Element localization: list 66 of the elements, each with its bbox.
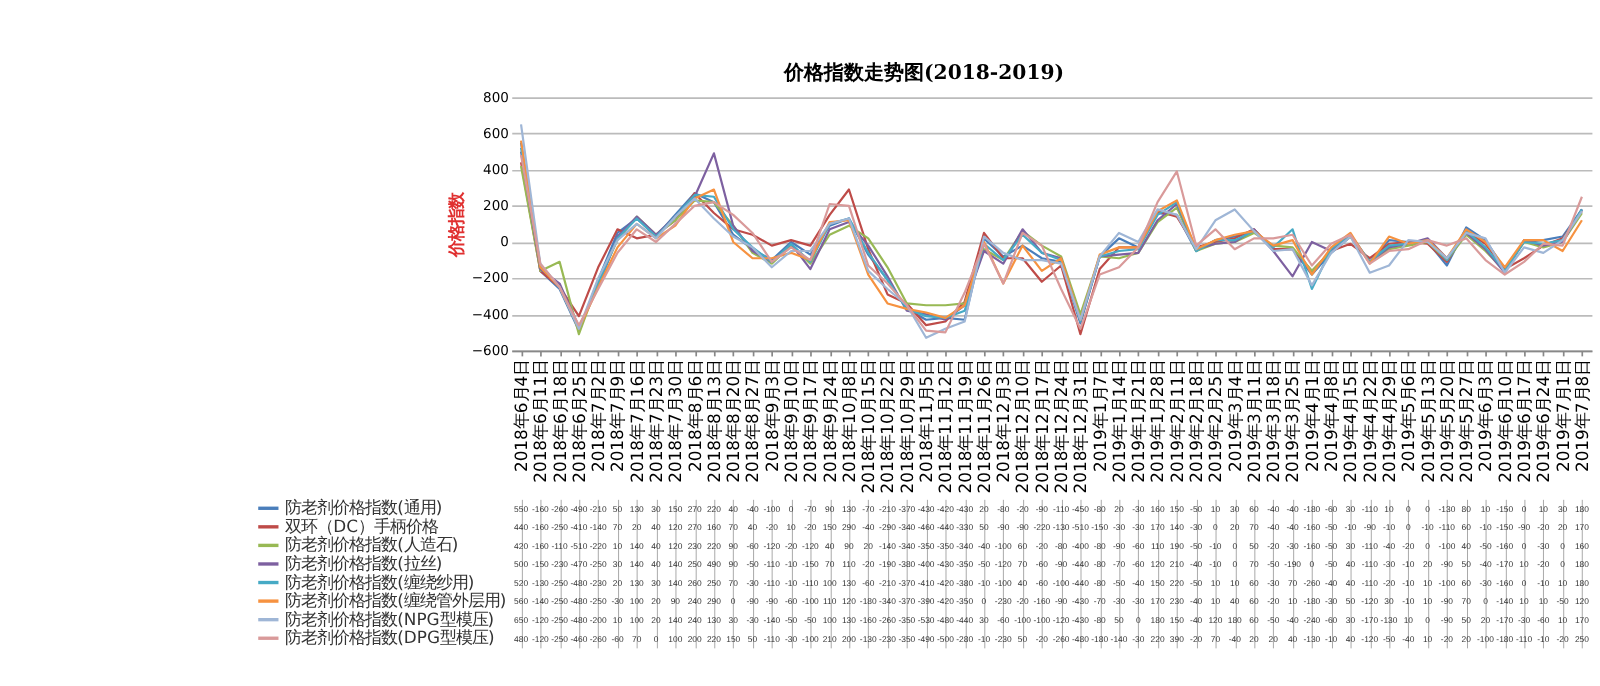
x-tick-label: 2019年1月21日 xyxy=(1128,359,1149,483)
x-tick-label: 2018年12月3日 xyxy=(993,359,1014,483)
x-tick-label: 2018年6月25日 xyxy=(568,359,589,483)
x-tick-label: 2018年7月23日 xyxy=(645,359,666,483)
x-tick-label: 2018年7月30日 xyxy=(665,359,686,483)
x-tick-label: 2019年6月17日 xyxy=(1513,359,1534,483)
x-tick-label: 2018年6月4日 xyxy=(510,359,531,473)
x-tick-label: 2019年2月11日 xyxy=(1166,359,1187,483)
x-tick-label: 2018年9月24日 xyxy=(819,359,840,483)
x-tick-label: 2018年6月11日 xyxy=(530,359,551,483)
x-tick-label: 2018年12月31日 xyxy=(1070,359,1091,494)
x-tick-label: 2018年8月20日 xyxy=(723,359,744,483)
x-tick-label: 2019年7月8日 xyxy=(1571,359,1592,473)
x-tick-label: 2018年10月22日 xyxy=(877,359,898,494)
x-tick-label: 2019年2月18日 xyxy=(1186,359,1207,483)
x-tick-label: 2019年3月11日 xyxy=(1243,359,1264,483)
x-tick-label: 2019年3月4日 xyxy=(1224,359,1245,473)
x-tick-label: 2019年7月1日 xyxy=(1552,359,1573,473)
x-tick-label: 2019年1月28日 xyxy=(1147,359,1168,483)
x-tick-label: 2019年6月24日 xyxy=(1533,359,1554,483)
legend-label: 防老剂价格指数(拉丝) xyxy=(285,553,443,574)
x-tick-label: 2019年4月15日 xyxy=(1340,359,1361,483)
x-tick-label: 2018年7月2日 xyxy=(588,359,609,473)
x-tick-label: 2019年4月22日 xyxy=(1359,359,1380,483)
x-tick-label: 2018年11月19日 xyxy=(954,359,975,494)
x-tick-label: 2018年9月17日 xyxy=(800,359,821,483)
x-tick-label: 2018年7月9日 xyxy=(607,359,628,473)
x-tick-label: 2018年11月26日 xyxy=(973,359,994,494)
x-tick-label: 2019年5月20日 xyxy=(1436,359,1457,483)
legend-label: 防老剂价格指数(缠绕管外层用) xyxy=(285,590,507,611)
x-tick-label: 2018年12月24日 xyxy=(1051,359,1072,494)
x-tick-label: 2018年11月12日 xyxy=(935,359,956,494)
x-tick-label: 2019年3月25日 xyxy=(1282,359,1303,483)
x-tick-label: 2018年10月8日 xyxy=(838,359,859,483)
y-axis-title: 价格指数 xyxy=(445,190,466,259)
chart-title: 价格指数走势图(2018-2019) xyxy=(782,60,1065,85)
x-tick-label: 2019年4月29日 xyxy=(1378,359,1399,483)
x-tick-label: 2019年6月3日 xyxy=(1475,359,1496,473)
legend-label: 双环（DC）手柄价格 xyxy=(285,515,438,536)
x-tick-label: 2019年1月14日 xyxy=(1108,359,1129,483)
x-tick-label: 2019年5月6日 xyxy=(1398,359,1419,473)
x-tick-label: 2018年6月18日 xyxy=(549,359,570,483)
x-tick-label: 2018年9月10日 xyxy=(780,359,801,483)
x-tick-label: 2018年7月16日 xyxy=(626,359,647,483)
x-tick-label: 2018年12月10日 xyxy=(1012,359,1033,494)
legend-label: 防老剂价格指数(人造石) xyxy=(285,534,459,555)
x-tick-label: 2018年12月17日 xyxy=(1031,359,1052,494)
legend-label: 防老剂价格指数(NPG型模压) xyxy=(285,608,495,629)
x-tick-label: 2018年8月6日 xyxy=(684,359,705,473)
x-tick-label: 2019年3月18日 xyxy=(1263,359,1284,483)
x-tick-label: 2018年8月13日 xyxy=(703,359,724,483)
x-tick-label: 2019年4月8日 xyxy=(1321,359,1342,473)
x-tick-label: 2018年10月29日 xyxy=(896,359,917,494)
x-tick-label: 2018年9月3日 xyxy=(761,359,782,473)
legend-label: 防老剂价格指数(缠绕纱用) xyxy=(285,571,475,592)
x-tick-label: 2019年6月10日 xyxy=(1494,359,1515,483)
x-tick-label: 2018年11月5日 xyxy=(916,359,937,483)
legend-label: 防老剂价格指数(DPG型模压) xyxy=(285,627,495,648)
x-tick-label: 2019年4月1日 xyxy=(1301,359,1322,473)
x-tick-label: 2019年1月7日 xyxy=(1089,359,1110,473)
x-tick-label: 2018年10月15日 xyxy=(858,359,879,494)
x-tick-label: 2018年8月27日 xyxy=(742,359,763,483)
x-tick-label: 2019年2月25日 xyxy=(1205,359,1226,483)
x-tick-label: 2019年5月13日 xyxy=(1417,359,1438,483)
legend-label: 防老剂价格指数(通用) xyxy=(285,497,443,518)
x-tick-label: 2019年5月27日 xyxy=(1456,359,1477,483)
